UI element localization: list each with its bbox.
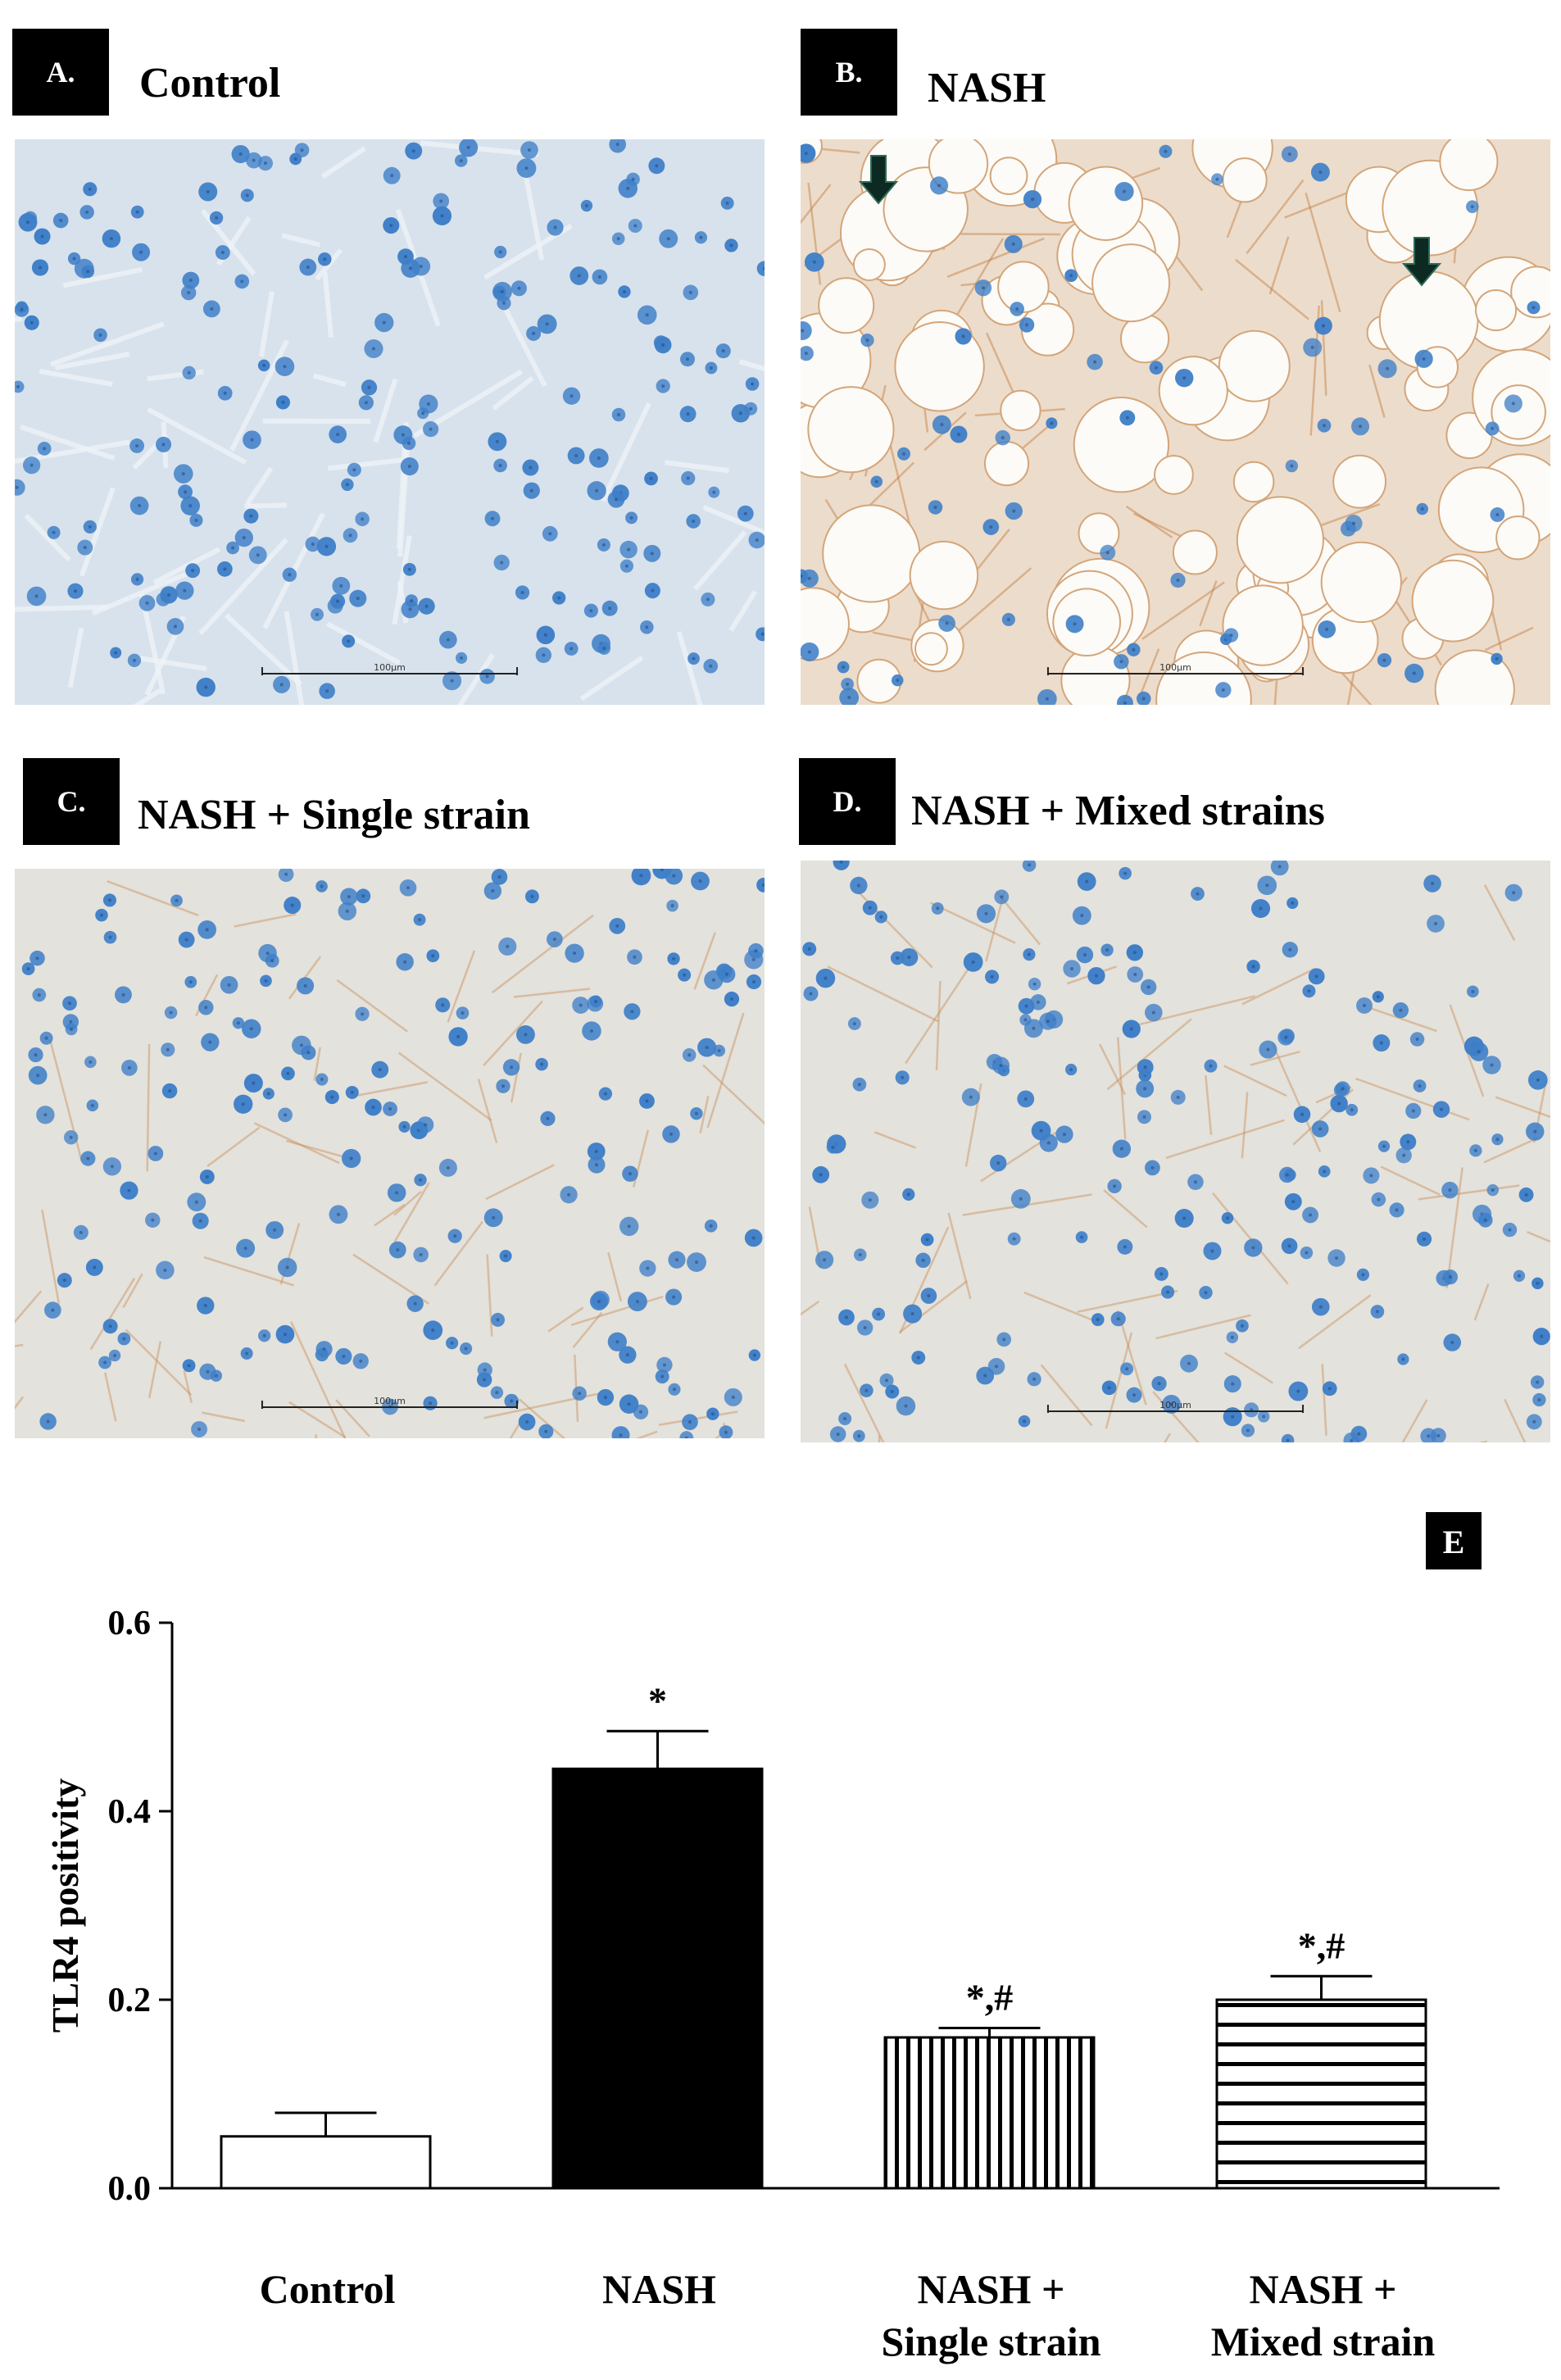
micrograph-nash-mixed-strains: 100μm <box>801 861 1550 1442</box>
scale-bar-label: 100μm <box>374 662 406 673</box>
y-tick-label: 0.6 <box>108 1605 152 1642</box>
arrow-icon <box>1401 237 1442 287</box>
panel-a-letter: A. <box>12 29 109 116</box>
y-tick-label: 0.0 <box>108 2170 152 2208</box>
panel-d-letter: D. <box>799 758 896 845</box>
significance-label: *,# <box>966 1977 1014 2019</box>
micrograph-nash: 100μm <box>801 139 1550 705</box>
bar <box>1215 1998 1427 2190</box>
scale-bar-label: 100μm <box>1159 662 1191 673</box>
panel-c-title: NASH + Single strain <box>138 792 530 838</box>
category-label: Control <box>260 2266 396 2312</box>
micrograph-image: 100μm <box>801 139 1550 705</box>
category-label: Mixed strain <box>1211 2319 1436 2364</box>
category-label: NASH + <box>1250 2266 1397 2312</box>
y-axis-title: TLR4 positivity <box>44 1778 86 2033</box>
scale-bar-label: 100μm <box>1159 1400 1191 1410</box>
micrograph-image: 100μm <box>15 869 765 1438</box>
y-tick-label: 0.2 <box>108 1982 152 2019</box>
scale-bar-label: 100μm <box>374 1396 406 1406</box>
bar <box>551 1767 764 2190</box>
category-label: NASH + <box>918 2266 1065 2312</box>
panel-e-letter-box <box>1426 1512 1482 1569</box>
arrow-icon <box>858 155 899 205</box>
panel-b-title: NASH <box>928 65 1046 111</box>
panel-e-letter: E <box>1443 1524 1465 1560</box>
significance-label: * <box>648 1679 667 1721</box>
panel-d-title: NASH + Mixed strains <box>911 788 1325 834</box>
panel-c-letter: C. <box>23 758 120 845</box>
y-tick-label: 0.4 <box>108 1793 152 1831</box>
tlr4-bar-chart: E 0.0 0.2 0.4 0.6 TLR4 positivity Control * NASH… <box>44 1512 1500 2364</box>
bar <box>883 2036 1096 2190</box>
significance-label: *,# <box>1298 1924 1345 1966</box>
category-label: Single strain <box>881 2319 1100 2364</box>
micrograph-nash-single-strain: 100μm <box>15 869 765 1438</box>
micrograph-image: 100μm <box>15 139 765 705</box>
panel-a-title: Control <box>139 60 281 107</box>
micrograph-image: 100μm <box>801 861 1550 1442</box>
category-label: NASH <box>602 2266 716 2312</box>
panel-b-letter: B. <box>801 29 897 116</box>
bar <box>220 2135 432 2190</box>
micrograph-control: 100μm <box>15 139 765 705</box>
